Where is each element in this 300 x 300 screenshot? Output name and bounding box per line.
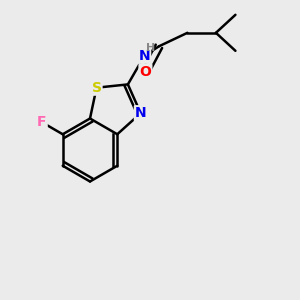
Text: H: H <box>146 43 156 53</box>
Text: N: N <box>139 49 150 63</box>
Text: N: N <box>135 106 146 120</box>
Text: S: S <box>92 81 101 95</box>
Text: O: O <box>140 65 152 79</box>
Text: F: F <box>37 115 47 129</box>
